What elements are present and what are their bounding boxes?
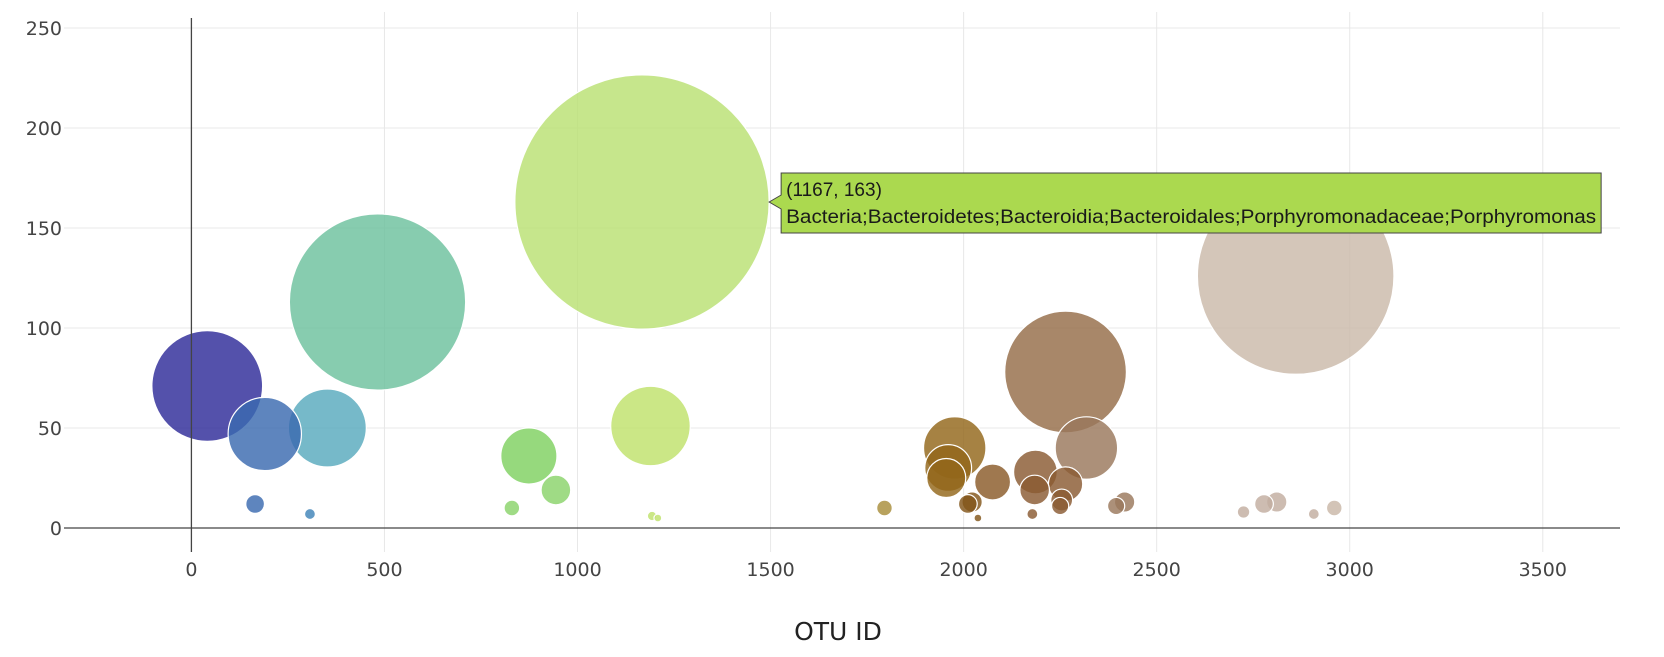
y-tick-label: 250 [26,18,62,40]
x-tick-label: 1500 [746,559,794,581]
bubble[interactable] [503,499,521,517]
bubble[interactable] [1050,496,1070,516]
bubble[interactable] [500,427,558,485]
bubble[interactable] [303,507,317,521]
bubble[interactable] [926,457,967,499]
x-tick-label: 0 [185,559,197,581]
bubble[interactable] [974,463,1012,501]
x-tick-label: 2500 [1132,559,1180,581]
tooltip-taxonomy: Bacteria;Bacteroidetes;Bacteroidia;Bacte… [786,207,1596,228]
bubble[interactable] [653,513,663,523]
bubble[interactable] [1004,310,1127,434]
x-tick-label: 3000 [1326,559,1374,581]
bubble[interactable] [1106,496,1126,516]
y-tick-label: 150 [26,218,62,240]
bubble[interactable] [514,74,770,330]
bubble[interactable] [540,474,572,506]
x-tick-labels: 0 500 1000 1500 2000 2500 3000 3500 [185,559,1567,581]
bubble[interactable] [1054,416,1119,480]
x-tick-label: 3500 [1519,559,1567,581]
bubble[interactable] [973,513,983,523]
hover-tooltip: (1167, 163) Bacteria;Bacteroidetes;Bacte… [768,172,1602,234]
bubble[interactable] [1236,505,1251,519]
bubble[interactable] [227,396,303,472]
y-tick-label: 50 [38,418,62,440]
bubble[interactable] [957,494,978,514]
bubble[interactable] [288,213,467,391]
bubble[interactable] [1325,499,1343,517]
y-tick-labels: 0 50 100 150 200 250 [26,18,62,540]
bubble[interactable] [1026,507,1039,521]
bubble[interactable] [1254,494,1274,514]
bubble[interactable] [876,499,893,517]
x-tick-label: 1000 [553,559,601,581]
bubbles [151,74,1395,523]
x-axis-title: OTU ID [794,617,882,646]
x-tick-label: 2000 [939,559,987,581]
y-tick-label: 0 [50,518,62,540]
x-tick-label: 500 [366,559,402,581]
bubble[interactable] [1307,507,1320,521]
y-tick-label: 200 [26,118,62,140]
tooltip-coordinates: (1167, 163) [786,180,882,201]
bubble[interactable] [610,385,691,467]
y-tick-label: 100 [26,318,62,340]
bubble[interactable] [1019,474,1051,506]
bubble[interactable] [245,494,266,514]
tooltip-box [768,172,1602,234]
